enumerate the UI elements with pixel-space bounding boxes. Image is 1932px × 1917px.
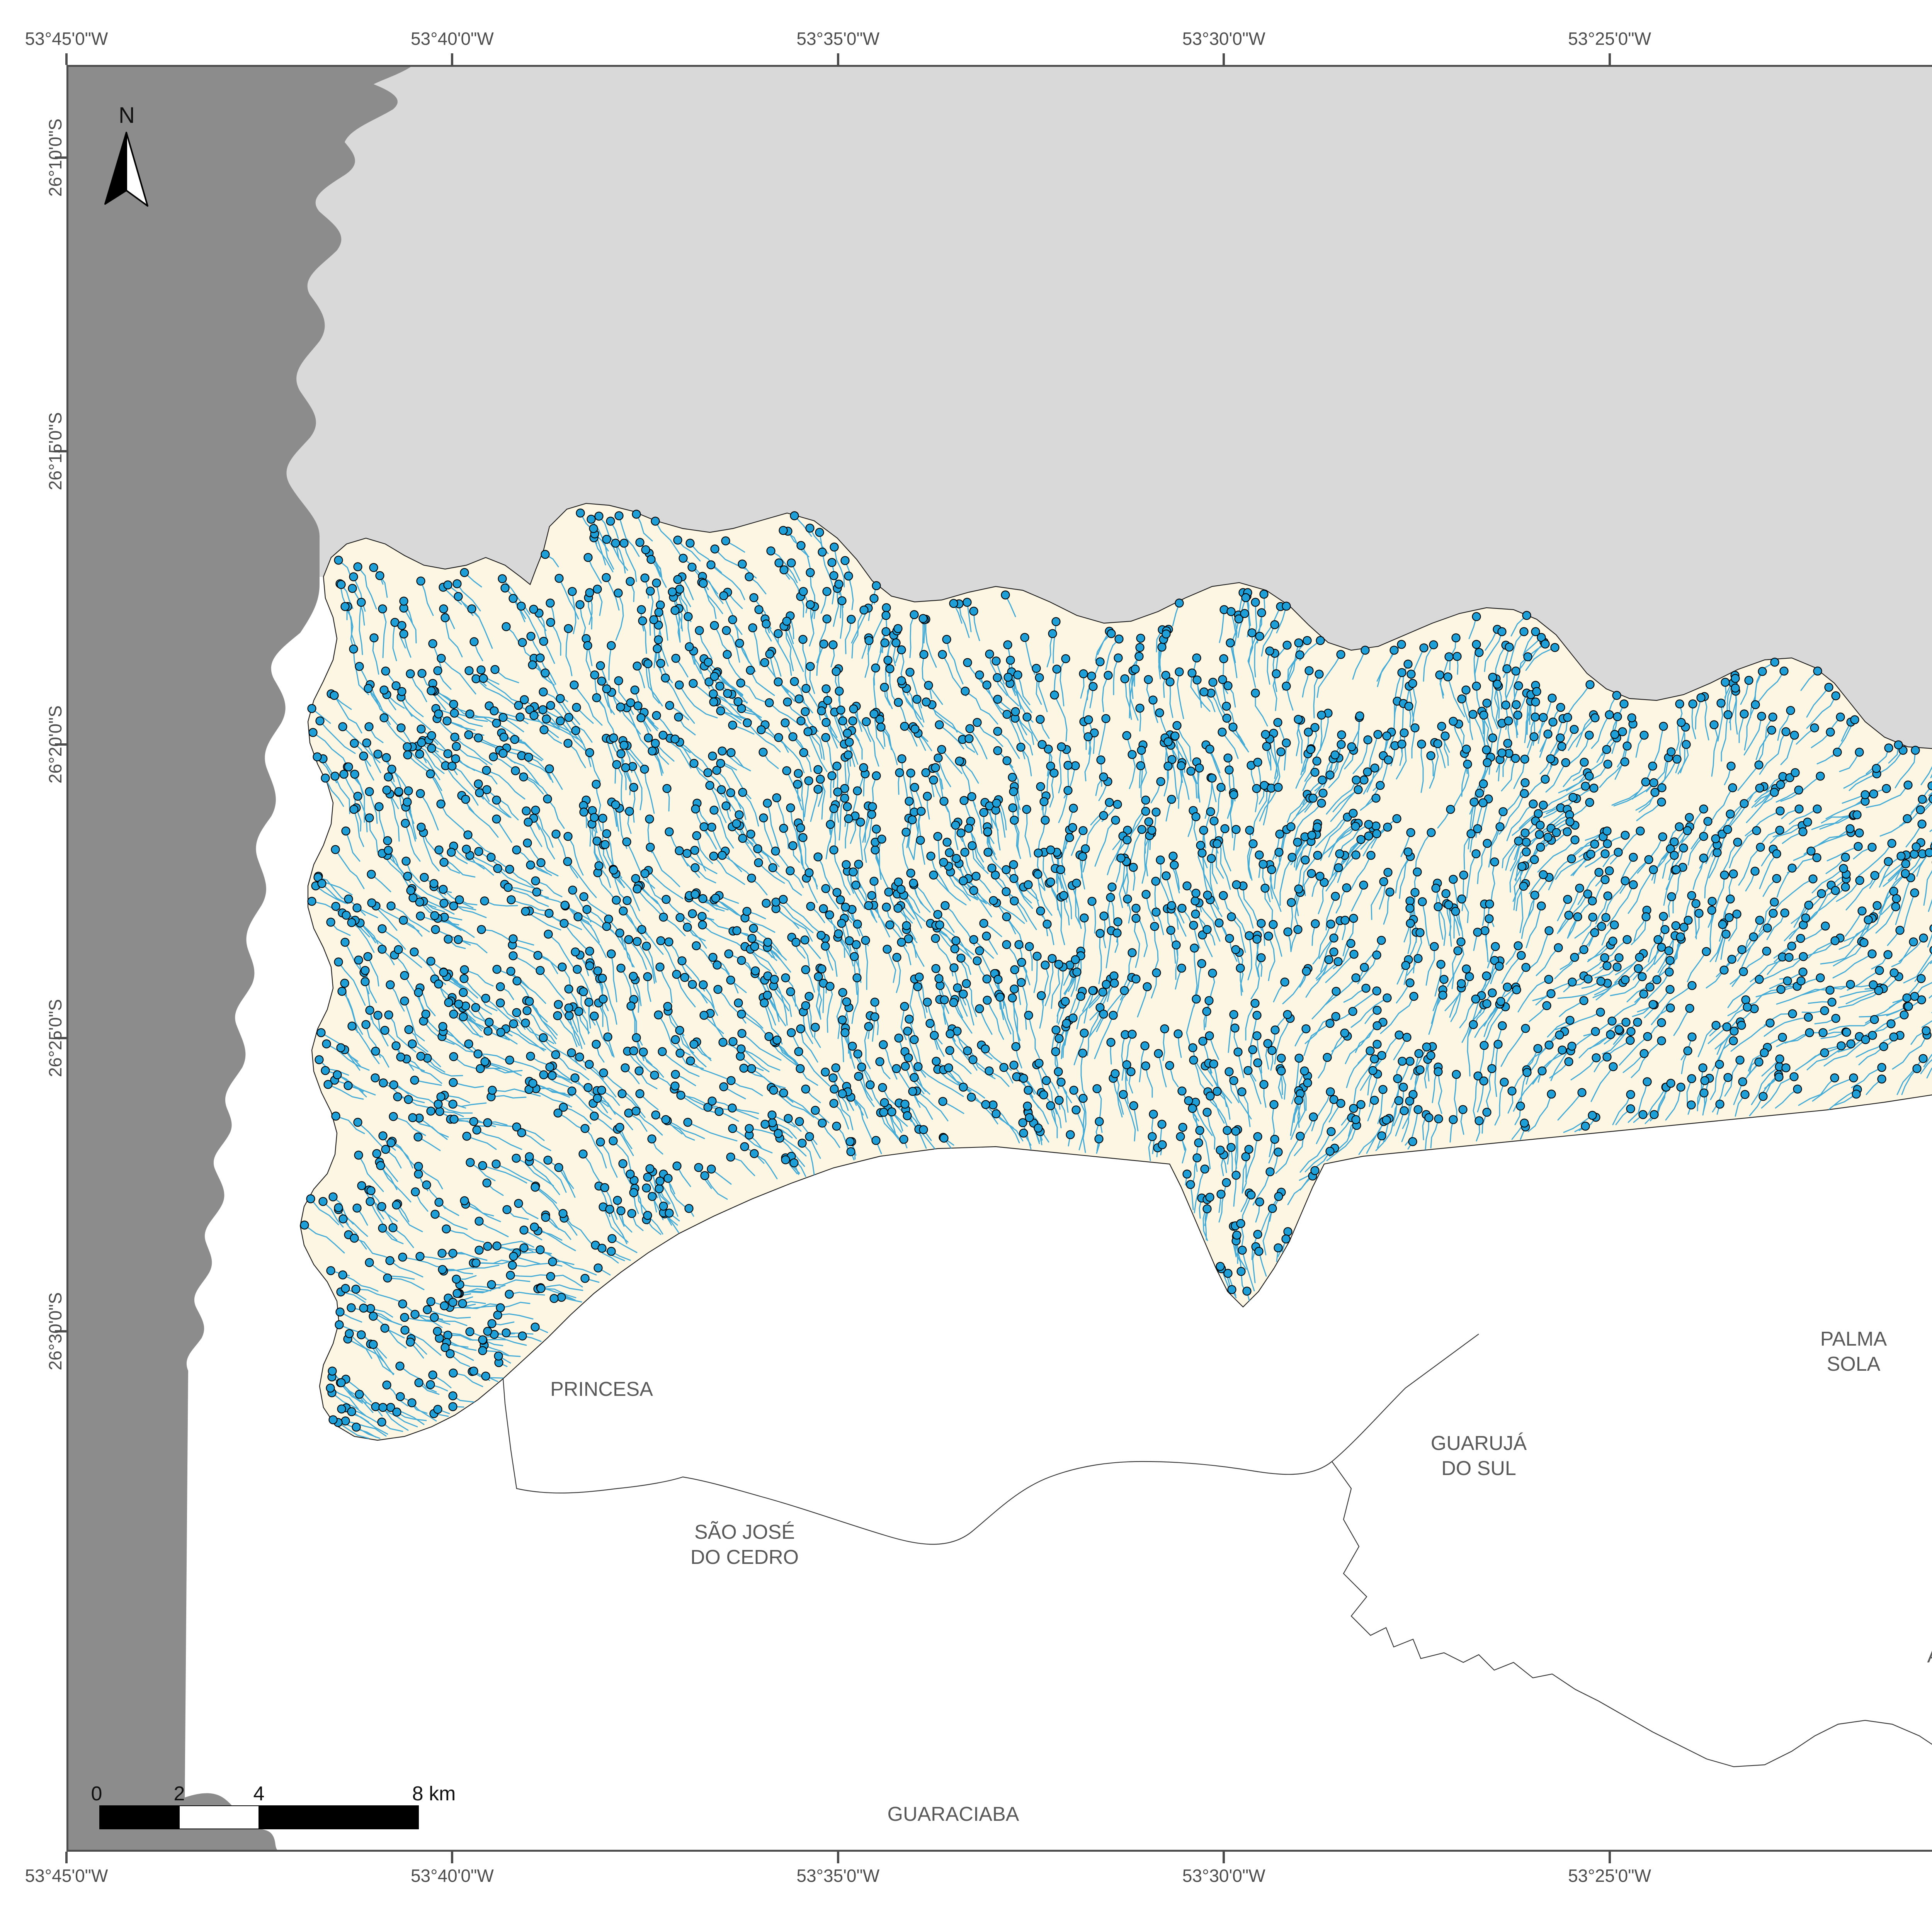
svg-text:GUARACIABA: GUARACIABA xyxy=(888,1803,1019,1825)
svg-text:PRINCESA: PRINCESA xyxy=(550,1378,653,1400)
svg-text:DO CEDRO: DO CEDRO xyxy=(690,1546,799,1569)
svg-text:ANCHIETA: ANCHIETA xyxy=(1927,1645,1932,1667)
svg-text:N: N xyxy=(119,103,135,128)
svg-text:PALMA: PALMA xyxy=(1820,1328,1887,1350)
svg-text:SOLA: SOLA xyxy=(1827,1353,1881,1375)
svg-text:GUARUJÁ: GUARUJÁ xyxy=(1431,1432,1527,1455)
svg-text:8 km: 8 km xyxy=(412,1783,456,1805)
svg-text:DO SUL: DO SUL xyxy=(1441,1457,1516,1480)
svg-text:SÃO JOSÉ: SÃO JOSÉ xyxy=(694,1521,795,1543)
svg-text:2: 2 xyxy=(174,1783,185,1805)
svg-text:0: 0 xyxy=(91,1783,102,1805)
svg-text:4: 4 xyxy=(253,1783,265,1805)
